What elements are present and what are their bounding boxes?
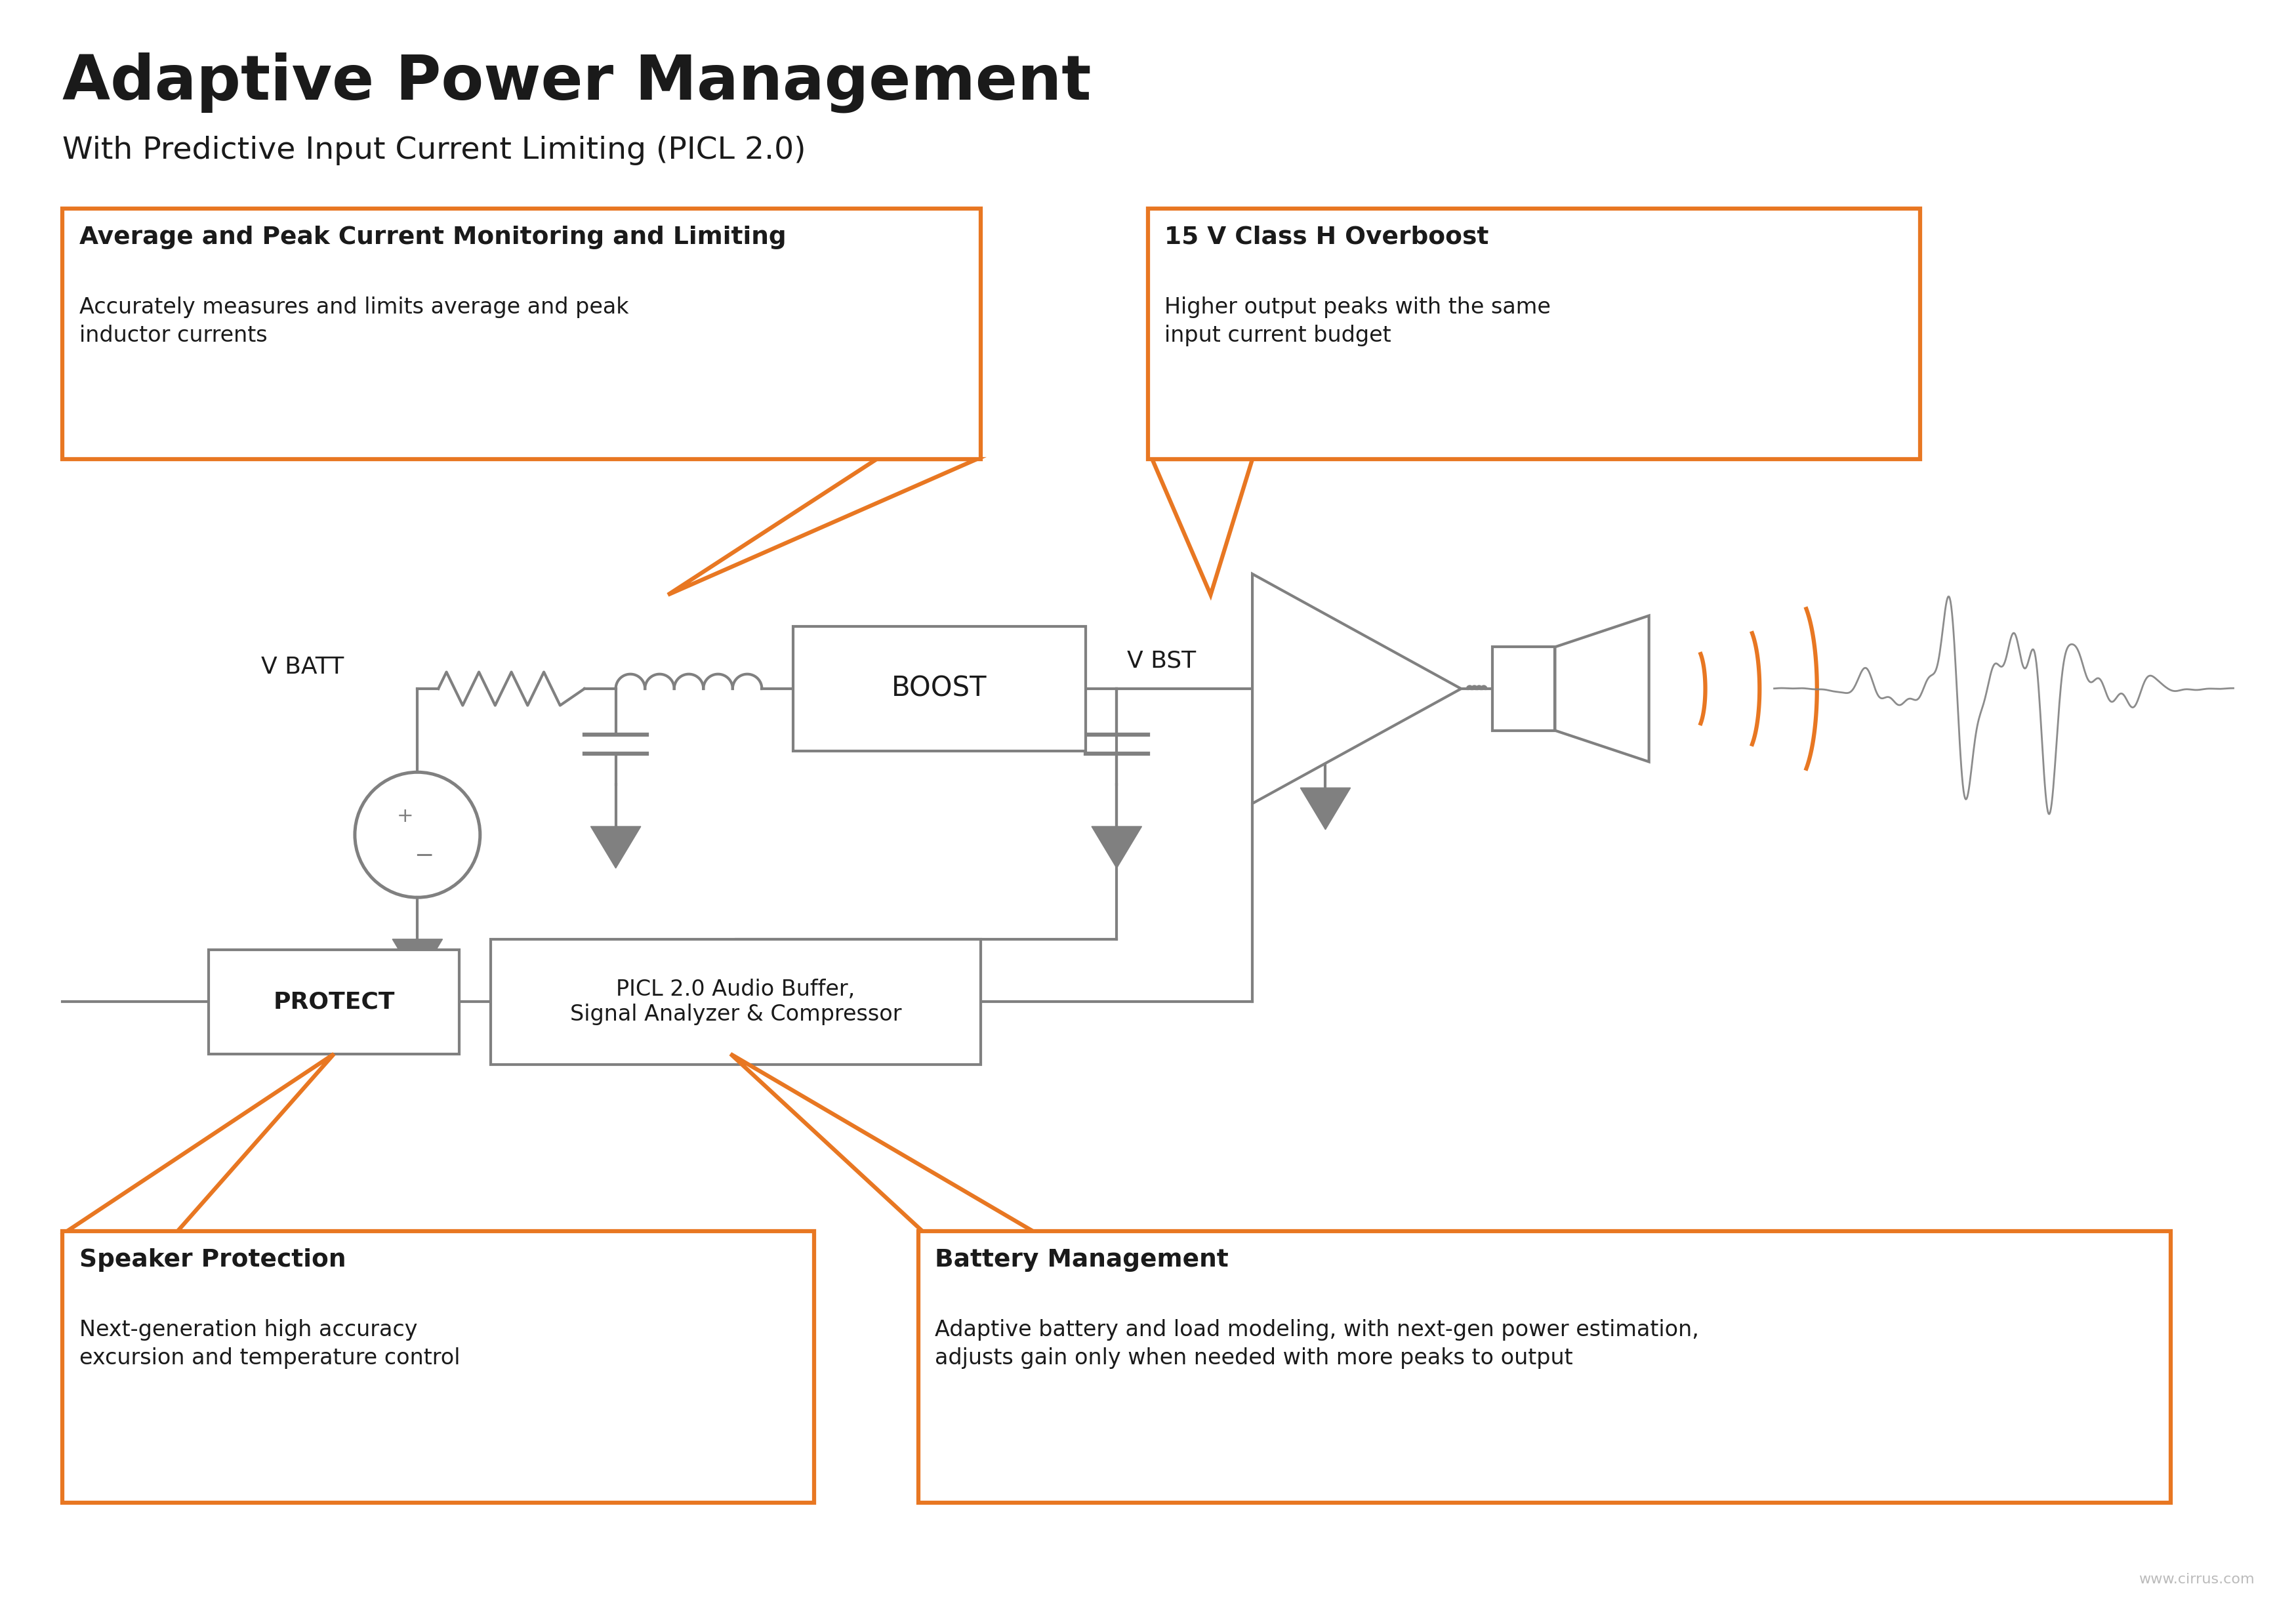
Polygon shape bbox=[67, 1054, 333, 1231]
FancyBboxPatch shape bbox=[209, 950, 459, 1054]
Text: Accurately measures and limits average and peak
inductor currents: Accurately measures and limits average a… bbox=[80, 296, 629, 347]
FancyBboxPatch shape bbox=[1148, 209, 1919, 460]
Polygon shape bbox=[1554, 615, 1649, 762]
Polygon shape bbox=[1153, 460, 1251, 595]
Text: Adaptive battery and load modeling, with next-gen power estimation,
adjusts gain: Adaptive battery and load modeling, with… bbox=[934, 1319, 1699, 1369]
FancyBboxPatch shape bbox=[918, 1231, 2170, 1503]
Text: +: + bbox=[397, 807, 413, 826]
Text: BOOST: BOOST bbox=[891, 675, 987, 702]
Text: Average and Peak Current Monitoring and Limiting: Average and Peak Current Monitoring and … bbox=[80, 225, 785, 249]
Text: Adaptive Power Management: Adaptive Power Management bbox=[62, 51, 1091, 112]
Polygon shape bbox=[393, 938, 443, 980]
Text: 15 V Class H Overboost: 15 V Class H Overboost bbox=[1164, 225, 1490, 249]
Text: Battery Management: Battery Management bbox=[934, 1249, 1228, 1271]
Text: PICL 2.0 Audio Buffer,
Signal Analyzer & Compressor: PICL 2.0 Audio Buffer, Signal Analyzer &… bbox=[569, 979, 902, 1025]
Text: www.cirrus.com: www.cirrus.com bbox=[2138, 1573, 2255, 1586]
Polygon shape bbox=[590, 826, 641, 868]
Text: Higher output peaks with the same
input current budget: Higher output peaks with the same input … bbox=[1164, 296, 1552, 347]
Text: PROTECT: PROTECT bbox=[273, 990, 395, 1012]
FancyBboxPatch shape bbox=[792, 627, 1086, 752]
FancyBboxPatch shape bbox=[491, 938, 980, 1064]
Text: −: − bbox=[413, 845, 434, 866]
Polygon shape bbox=[1300, 787, 1350, 829]
Polygon shape bbox=[668, 460, 976, 595]
Text: V BST: V BST bbox=[1127, 649, 1196, 672]
Text: With Predictive Input Current Limiting (PICL 2.0): With Predictive Input Current Limiting (… bbox=[62, 135, 806, 166]
Polygon shape bbox=[1251, 574, 1460, 804]
Text: Next-generation high accuracy
excursion and temperature control: Next-generation high accuracy excursion … bbox=[80, 1319, 459, 1369]
FancyBboxPatch shape bbox=[1492, 648, 1554, 731]
Text: V BATT: V BATT bbox=[262, 656, 344, 678]
Polygon shape bbox=[1091, 826, 1141, 868]
Polygon shape bbox=[730, 1054, 1033, 1231]
FancyBboxPatch shape bbox=[62, 1231, 815, 1503]
Text: Speaker Protection: Speaker Protection bbox=[80, 1249, 347, 1271]
FancyBboxPatch shape bbox=[62, 209, 980, 460]
